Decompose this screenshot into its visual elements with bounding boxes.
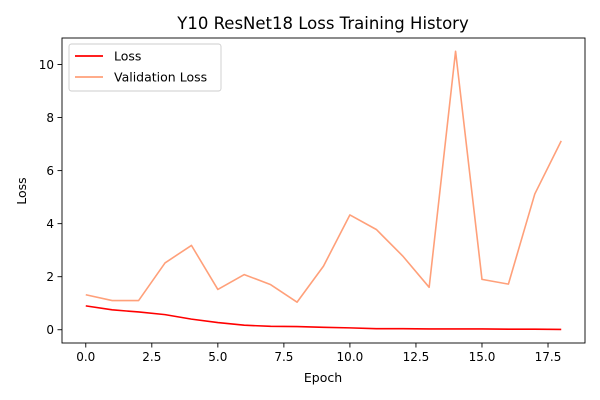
y-tick-label: 0 <box>46 323 54 337</box>
x-tick-label: 17.5 <box>535 350 562 364</box>
x-tick-label: 2.5 <box>142 350 161 364</box>
x-tick-label: 5.0 <box>208 350 227 364</box>
y-tick-label: 2 <box>46 270 54 284</box>
x-tick-label: 0.0 <box>76 350 95 364</box>
x-axis-label: Epoch <box>304 370 342 385</box>
y-axis-label: Loss <box>14 177 29 204</box>
y-tick-label: 10 <box>39 58 54 72</box>
y-tick-label: 4 <box>46 217 54 231</box>
series-line-loss <box>85 305 562 331</box>
y-tick-label: 8 <box>46 111 54 125</box>
series-line-validation-loss <box>85 50 562 303</box>
axes-frame <box>61 37 586 344</box>
x-tick-label: 15.0 <box>469 350 496 364</box>
legend-box <box>68 43 222 92</box>
chart-title: Y10 ResNet18 Loss Training History <box>176 14 469 33</box>
x-tick-label: 12.5 <box>403 350 430 364</box>
plot-area: 0.0 2.5 5.0 7.5 10.0 12.5 15.0 17.5 0 2 4 6 8 10 Loss V… <box>39 37 586 364</box>
legend-label-validation-loss: Validation Loss <box>114 70 207 85</box>
x-tick-label: 10.0 <box>337 350 364 364</box>
legend-label-loss: Loss <box>114 49 141 64</box>
x-tick-label: 7.5 <box>274 350 293 364</box>
y-tick-label: 6 <box>46 164 54 178</box>
